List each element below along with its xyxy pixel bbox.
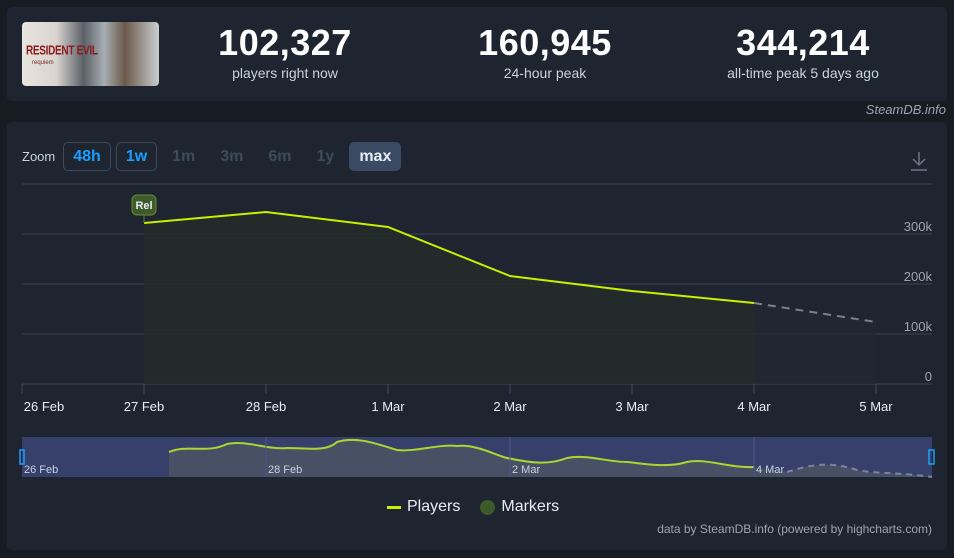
highcharts-credit[interactable]: data by SteamDB.info (powered by highcha… [657,522,932,536]
y-axis-labels: 300k 200k 100k 0 [904,219,933,384]
release-marker-label: Rel [135,200,152,212]
navigator-label: 4 Mar [756,464,784,476]
y-tick: 200k [904,269,933,284]
stat-label: 24-hour peak [503,65,587,81]
stat-value: 102,327 [218,22,352,63]
legend-item-markers[interactable]: Markers [480,498,559,516]
zoom-label: Zoom [22,149,56,164]
y-tick: 300k [904,219,933,234]
line-swatch-icon [387,505,401,509]
circle-swatch-icon [480,499,496,515]
stats-panel: RESIDENT EVIL requiem 102,327 players ri… [7,7,947,101]
cover-title: RESIDENT EVIL [26,44,98,59]
game-cover-image[interactable]: RESIDENT EVIL requiem [22,22,159,86]
x-axis-labels: 26 Feb 27 Feb 28 Feb 1 Mar 2 Mar 3 Mar 4… [24,399,894,414]
x-tick: 4 Mar [737,399,771,414]
zoom-1m-button[interactable]: 1m [172,147,196,165]
stat-24h-peak: 160,945 24-hour peak [445,22,645,81]
legend-item-players[interactable]: Players [387,498,460,516]
x-tick: 1 Mar [371,399,405,414]
legend-label: Players [407,498,461,515]
release-marker [131,194,157,216]
projected-area [754,303,876,384]
projected-line [753,302,877,323]
x-tick: 5 Mar [859,399,893,414]
x-tick: 27 Feb [124,399,164,414]
navigator-label: 26 Feb [24,464,58,476]
zoom-1y-button[interactable]: 1y [316,147,335,165]
navigator-handle-left [19,449,25,465]
stat-label: players right now [232,65,338,81]
navigator-handle-right [928,449,935,465]
navigator-label: 2 Mar [512,464,540,476]
cover-subtitle: requiem [32,60,54,66]
x-tick: 28 Feb [246,399,286,414]
zoom-max-button[interactable]: max [349,142,402,171]
players-area [144,212,754,384]
x-tick: 3 Mar [615,399,649,414]
stat-value: 160,945 [478,22,612,63]
legend-label: Markers [501,498,560,515]
navigator[interactable]: 26 Feb 28 Feb 2 Mar 4 Mar [19,437,935,478]
stat-current-players: 102,327 players right now [185,22,385,81]
x-tick: 2 Mar [493,399,527,414]
stat-all-time-peak: 344,214 all-time peak 5 days ago [703,22,903,81]
navigator-label: 28 Feb [268,464,302,476]
chart-legend: Players Markers [387,498,559,516]
stat-value: 344,214 [736,22,870,63]
y-tick: 100k [904,319,933,334]
x-axis-ticks [21,384,877,394]
zoom-3m-button[interactable]: 3m [220,147,244,165]
download-icon[interactable] [909,150,929,172]
x-tick: 26 Feb [24,399,64,414]
stat-label: all-time peak 5 days ago [727,65,879,81]
zoom-controls: Zoom 48h 1w 1m 3m 6m 1y max [22,142,402,171]
zoom-6m-button[interactable]: 6m [268,147,292,165]
y-tick: 0 [925,369,932,384]
player-chart[interactable]: 300k 200k 100k 0 26 Feb 27 Feb 28 Feb 1 … [7,122,947,550]
chart-panel: Zoom 48h 1w 1m 3m 6m 1y max 300k 200k 10… [7,122,947,550]
steamdb-credit[interactable]: SteamDB.info [865,102,946,117]
zoom-48h-button[interactable]: 48h [63,142,111,171]
zoom-1w-button[interactable]: 1w [115,142,158,171]
players-line [143,210,755,304]
